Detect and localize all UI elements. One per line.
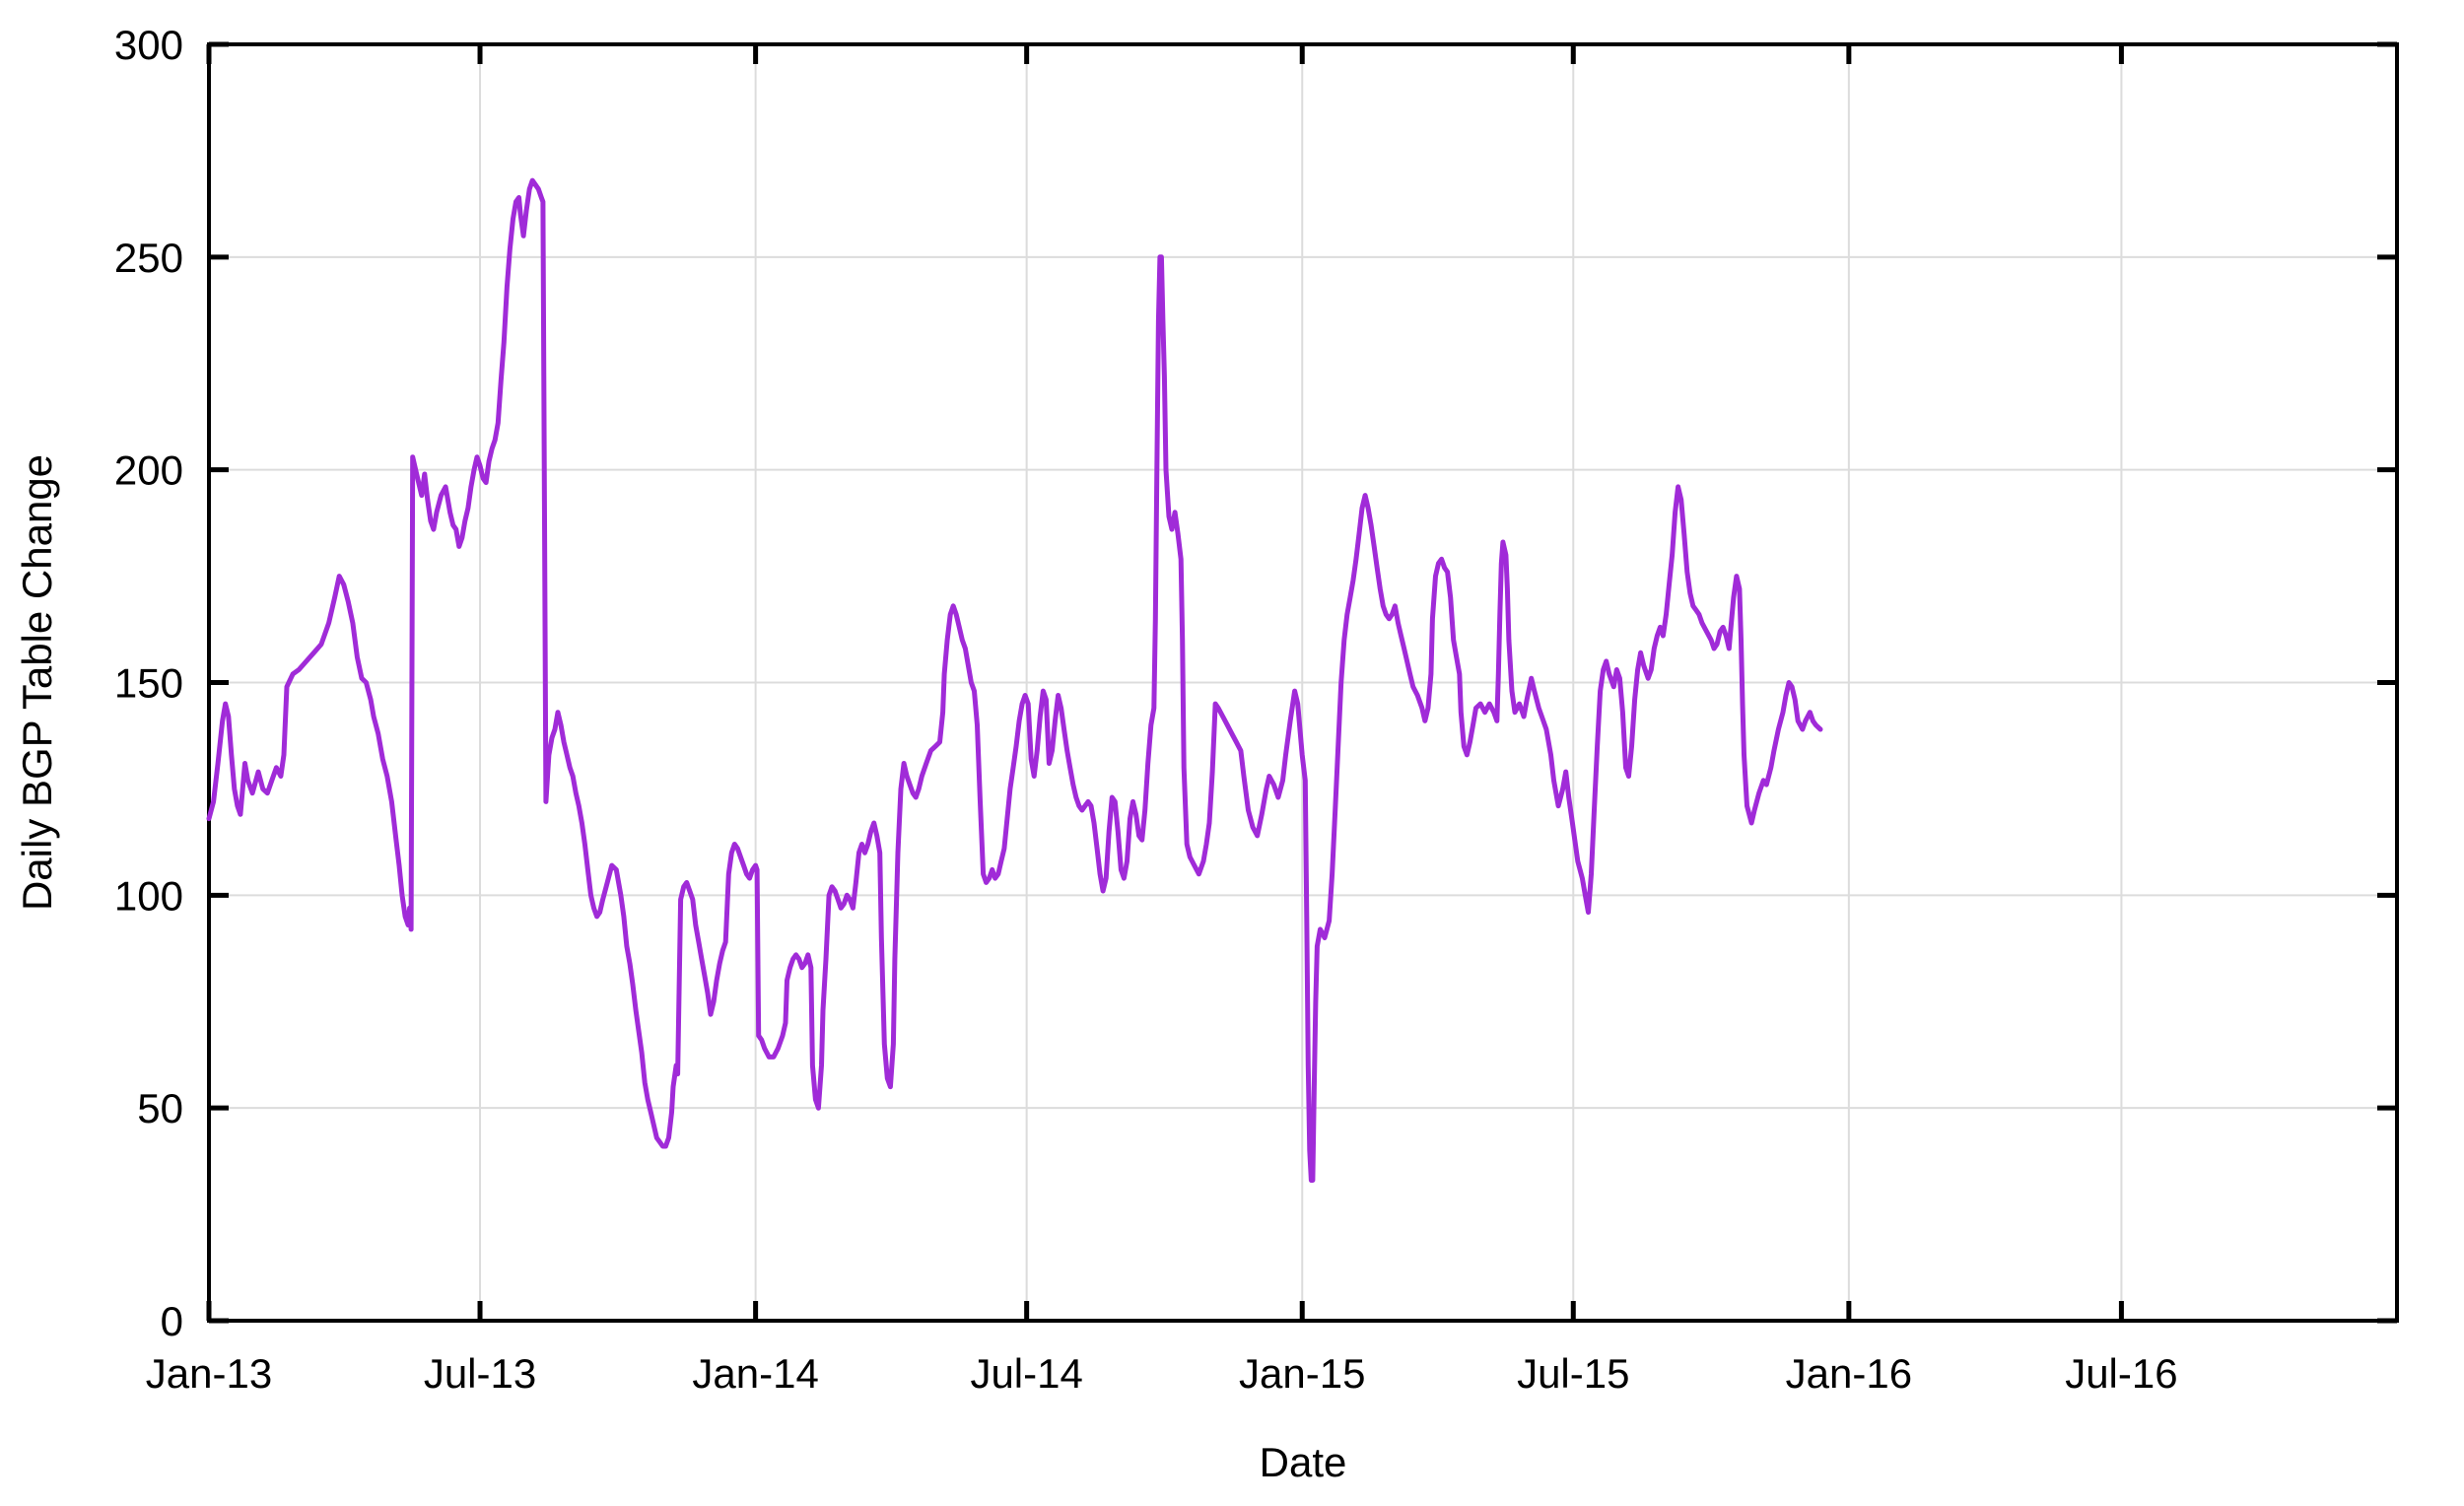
y-tick-label: 50 xyxy=(137,1085,183,1131)
y-tick-label: 200 xyxy=(114,447,183,494)
y-tick-label: 250 xyxy=(114,235,183,281)
grid-layer xyxy=(209,44,2397,1321)
x-tick-label: Jul-15 xyxy=(1517,1350,1629,1397)
x-tick-label: Jul-14 xyxy=(970,1350,1082,1397)
y-tick-label: 0 xyxy=(161,1298,183,1344)
y-tick-label: 300 xyxy=(114,22,183,68)
y-tick-label: 150 xyxy=(114,660,183,707)
x-tick-label: Jul-16 xyxy=(2065,1350,2177,1397)
plot-border xyxy=(207,42,2399,1323)
data-series-line xyxy=(206,177,1823,1183)
x-axis-title: Date xyxy=(1260,1439,1347,1485)
x-tick-label: Jan-14 xyxy=(692,1350,818,1397)
x-tick-label: Jan-13 xyxy=(146,1350,272,1397)
x-tick-label: Jan-16 xyxy=(1786,1350,1912,1397)
x-tick-label: Jul-13 xyxy=(424,1350,536,1397)
y-axis-title: Daily BGP Table Change xyxy=(14,454,60,911)
tick-label-layer: 0 50 100 150 200 250 300 Jan-13 Jul-13 Jan-14 Jul-… xyxy=(114,22,2178,1397)
y-tick-label: 100 xyxy=(114,872,183,919)
x-tick-label: Jan-15 xyxy=(1239,1350,1365,1397)
